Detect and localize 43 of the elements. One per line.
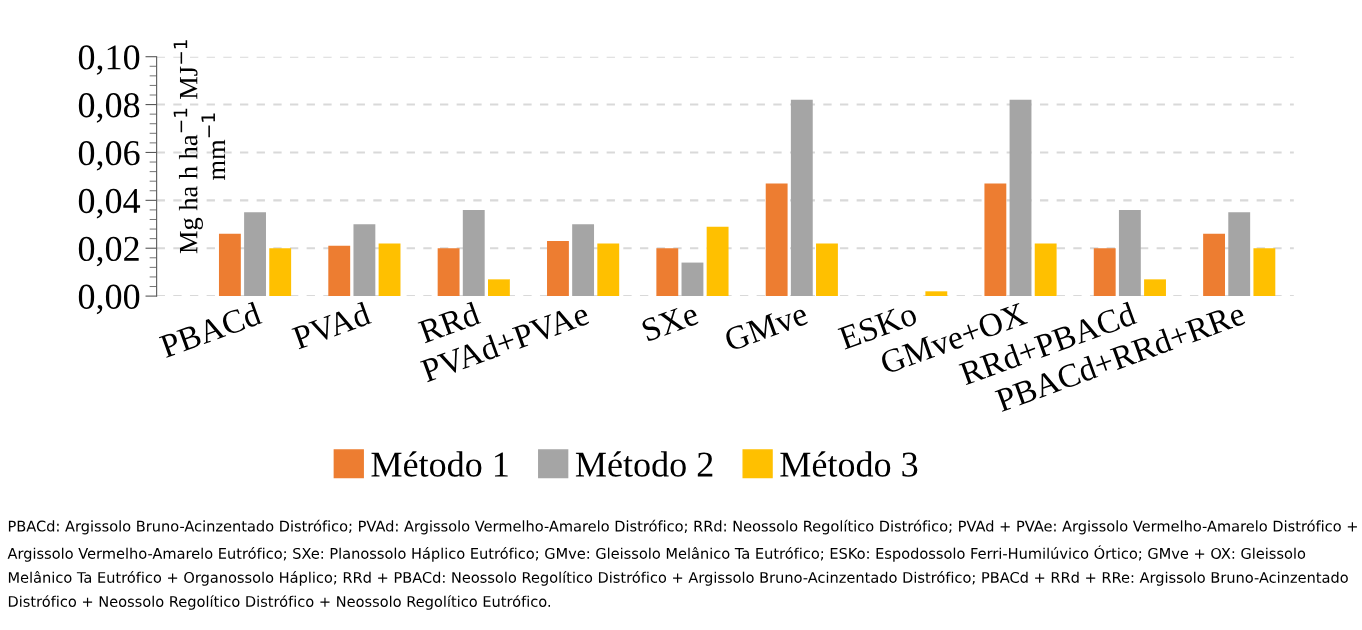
bar bbox=[1144, 279, 1166, 297]
text: PBACd: Argissolo Bruno-Acinzentado Distrófico; PVAd: Argissolo Vermelho-Amarelo Distrófico; RRd: Neossolo Regolítico Distrófico; PVAd + PVAe: Argissolo Vermelho-Amarelo Distrófico + Argissolo Vermelho-Amarelo Eutrófico; SXe: Planossolo Háplico Eutrófico; GMve: Gleissolo Melânico Ta Eutrófico; ESKo: Espodossolo Ferri-Humilúvico Órtico; GMve + OX: Gleissolo Melânico Ta Eutrófico + Organossolo Háplico; RRd + PBACd: Neossolo Regolítico Distrófico + Argissolo Bruno-Acinzentado Distrófico; PBACd + RRd + RRe: Argissolo Bruno-Acinzentado Distrófico + Neossolo Regolítico Distrófico + Neossolo Regolítico Eutrófico. bbox=[7, 519, 1357, 610]
bar bbox=[1228, 212, 1251, 297]
legend-label: Método 3 bbox=[780, 451, 918, 477]
bar bbox=[487, 279, 510, 297]
text: Mg ha h ha$^{−1}$ MJ$^{−1}$ mm$^{−1}$ bbox=[173, 40, 226, 254]
bar bbox=[1009, 99, 1032, 297]
bar bbox=[925, 291, 948, 297]
y-tick-label: 0,10 bbox=[78, 45, 140, 75]
bar bbox=[1118, 209, 1141, 297]
legend-label: Método 2 bbox=[575, 451, 713, 477]
y-tick-label: 0,02 bbox=[78, 236, 139, 267]
x-tick-label: PBACd bbox=[158, 301, 263, 359]
legend-label: Método 1 bbox=[371, 451, 508, 477]
bar bbox=[597, 243, 620, 297]
bar bbox=[656, 248, 679, 297]
y-tick-label: 0,08 bbox=[78, 93, 140, 123]
bar bbox=[984, 183, 1007, 297]
bar bbox=[706, 226, 729, 297]
x-tick-label: PVAd bbox=[291, 301, 373, 350]
bar bbox=[378, 243, 401, 297]
bar bbox=[244, 212, 266, 297]
bar bbox=[572, 224, 595, 297]
bar bbox=[328, 245, 351, 297]
bar bbox=[437, 248, 460, 297]
y-tick-label: 0,04 bbox=[78, 188, 141, 219]
bar bbox=[681, 262, 704, 297]
bar bbox=[1034, 243, 1057, 297]
bar bbox=[1093, 248, 1116, 297]
x-tick-label: SXe bbox=[640, 302, 700, 342]
bar bbox=[1253, 248, 1276, 297]
bar bbox=[765, 183, 788, 297]
bar bbox=[790, 99, 813, 297]
bar bbox=[816, 243, 838, 297]
bar bbox=[462, 209, 485, 297]
bar bbox=[1203, 233, 1226, 297]
y-tick-label: 0,00 bbox=[78, 284, 140, 315]
bar bbox=[218, 233, 241, 297]
x-tick-label: GMve bbox=[723, 302, 809, 352]
bar bbox=[547, 241, 569, 297]
bar bbox=[353, 224, 376, 297]
bar bbox=[269, 248, 292, 297]
y-tick-label: 0,06 bbox=[78, 140, 140, 171]
